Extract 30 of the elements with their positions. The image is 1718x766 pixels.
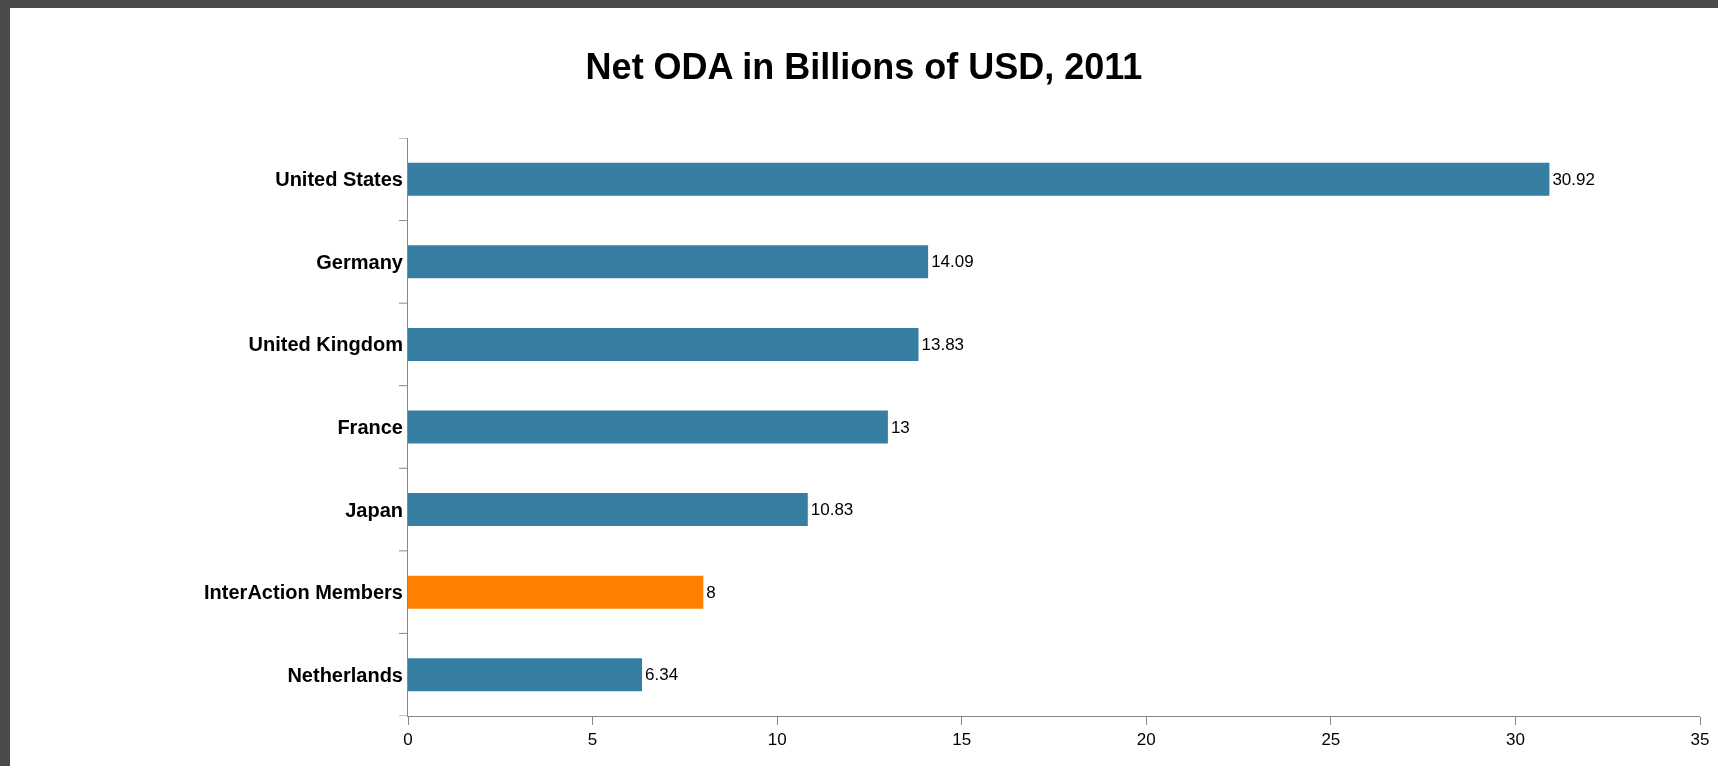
x-tick-label: 0	[403, 730, 413, 750]
y-tick-label: Germany	[316, 250, 404, 273]
x-tick-label: 35	[1690, 730, 1710, 750]
data-label: 14.09	[931, 252, 974, 272]
data-label: 13	[890, 417, 910, 437]
bar	[408, 245, 929, 279]
data-label: 13.83	[921, 334, 965, 354]
bar	[408, 575, 704, 609]
x-tick-label: 25	[1321, 730, 1341, 750]
x-tick-label: 15	[952, 730, 972, 750]
data-label: 10.83	[810, 500, 854, 520]
y-tick-label: Japan	[345, 498, 403, 521]
x-tick-label: 20	[1136, 730, 1156, 750]
y-tick-label: United States	[275, 168, 403, 191]
x-tick-label: 30	[1505, 730, 1525, 750]
bar	[408, 162, 1550, 196]
y-tick-label: Netherlands	[287, 663, 403, 686]
data-label: 30.92	[1552, 169, 1595, 189]
chart-title: Net ODA in Billions of USD, 2011	[585, 45, 1143, 87]
bar	[408, 493, 808, 527]
data-label: 6.34	[645, 665, 679, 685]
bar	[408, 658, 643, 692]
bar	[408, 327, 919, 361]
y-tick-label: InterAction Members	[204, 581, 403, 604]
bar	[408, 410, 888, 444]
data-label: 8	[706, 582, 716, 602]
x-tick-label: 10	[767, 730, 787, 750]
x-tick-label: 5	[587, 730, 598, 750]
y-tick-label: United Kingdom	[248, 333, 403, 356]
y-tick-label: France	[337, 416, 403, 438]
